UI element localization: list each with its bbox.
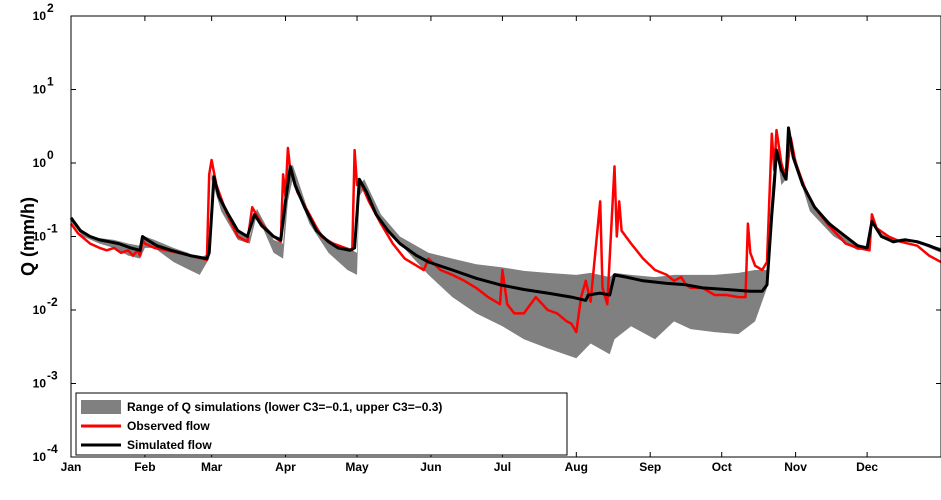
legend-box <box>75 392 568 456</box>
y-tick-exponent: -1 <box>47 222 58 236</box>
y-tick-label: 10 <box>33 230 47 244</box>
y-tick-label: 10 <box>33 377 47 391</box>
legend-label-observed: Observed flow <box>127 419 210 433</box>
y-tick-label: 10 <box>33 303 47 317</box>
legend-swatch-range <box>81 400 121 414</box>
x-tick-label: Jan <box>61 460 82 474</box>
y-tick-label: 10 <box>33 9 47 23</box>
y-tick-exponent: -4 <box>47 442 58 456</box>
legend-label-range: Range of Q simulations (lower C3=−0.1, u… <box>127 400 442 414</box>
y-tick-exponent: -3 <box>47 369 58 383</box>
flow-lines-layer <box>69 126 941 334</box>
y-tick-exponent: 2 <box>47 1 54 15</box>
y-tick-exponent: 0 <box>47 148 54 162</box>
axis-ticks: Jan Feb Mar Apr May Jun Jul Aug Sep Oct Nov Dec10-4… <box>33 1 941 474</box>
y-tick-label: 10 <box>33 83 47 97</box>
simulated-flow-line <box>69 126 941 302</box>
simulation-range-band-layer <box>71 127 941 359</box>
y-tick-label: 10 <box>33 450 47 464</box>
x-tick-label: Nov <box>784 460 807 474</box>
legend: Range of Q simulations (lower C3=−0.1, u… <box>75 392 568 456</box>
x-tick-label: Mar <box>201 460 223 474</box>
x-tick-label: May <box>345 460 369 474</box>
legend-label-simulated: Simulated flow <box>127 438 212 452</box>
x-tick-label: Jul <box>494 460 511 474</box>
simulation-range-band <box>71 127 941 359</box>
x-tick-label: Dec <box>856 460 878 474</box>
observed-flow-line <box>69 128 941 334</box>
y-tick-exponent: -2 <box>47 295 58 309</box>
x-tick-label: Feb <box>134 460 155 474</box>
x-tick-label: Sep <box>639 460 661 474</box>
y-axis-label: Q (mm/h) <box>18 197 38 276</box>
x-tick-label: Oct <box>712 460 732 474</box>
y-tick-label: 10 <box>33 156 47 170</box>
plot-area-frame <box>70 15 941 458</box>
x-tick-label: Aug <box>565 460 588 474</box>
y-tick-exponent: 1 <box>47 75 54 89</box>
x-tick-label: Apr <box>275 460 296 474</box>
x-tick-label: Jun <box>420 460 441 474</box>
